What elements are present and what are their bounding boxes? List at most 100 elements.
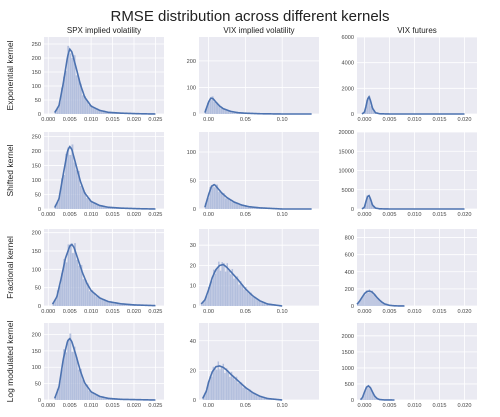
histogram-bar (370, 202, 373, 209)
histogram-bar (79, 185, 82, 209)
histogram-bar (104, 299, 106, 306)
histogram-bar (54, 299, 57, 306)
y-tick-label: 2000 (342, 86, 354, 92)
histogram-bar (370, 106, 373, 114)
histogram-bar (218, 261, 220, 306)
y-tick-label: 100 (32, 84, 41, 90)
histogram-bar (216, 268, 218, 306)
histogram-bar (362, 295, 364, 306)
y-tick-label: 0 (38, 304, 41, 310)
histogram-bar (98, 110, 101, 114)
row-labels: Exponential kernel Shifted kernel Fraction… (5, 40, 15, 402)
histogram-bar (371, 390, 372, 400)
histogram-bar (366, 385, 368, 400)
histogram-bar (77, 170, 80, 209)
histogram-bar (67, 147, 70, 209)
histogram-bar (372, 109, 375, 114)
histogram-bar (241, 284, 244, 306)
y-tick-label: 100 (187, 150, 196, 156)
histogram-bar (212, 366, 215, 400)
histogram-bar (86, 198, 89, 209)
y-tick-label: 4000 (342, 61, 354, 67)
x-tick-label: 0.05 (240, 309, 251, 315)
x-tick-label: 0.10 (277, 403, 288, 409)
histogram-bar (231, 111, 234, 114)
x-tick-label: 0.10 (277, 212, 288, 218)
y-tick-label: 150 (32, 163, 41, 169)
histogram-bar (227, 197, 230, 209)
histogram-bar (245, 287, 247, 306)
histogram-bar (210, 376, 213, 400)
histogram-bar (251, 297, 254, 306)
y-tick-label: 150 (32, 349, 41, 355)
histogram-bar (88, 390, 91, 400)
histogram-bar (244, 385, 246, 400)
histogram-bar (262, 396, 264, 400)
histogram-bar (379, 299, 381, 306)
histogram-bar (235, 376, 238, 400)
column-titles: SPX implied volatility VIX implied volati… (67, 26, 437, 35)
histogram-bar (67, 244, 70, 306)
y-tick-label: 2000 (342, 334, 354, 340)
histogram-bar (63, 349, 66, 400)
x-tick-label: 0.000 (358, 309, 372, 315)
histogram-bar (242, 387, 244, 400)
histogram-bar (105, 112, 107, 114)
histogram-bar (73, 162, 76, 209)
y-tick-label: 10000 (338, 169, 354, 175)
column-title-spx-implied-volatility: SPX implied volatility (67, 26, 141, 35)
histogram-bar (61, 369, 63, 400)
x-tick-label: 0.000 (41, 309, 55, 315)
y-tick-label: 5000 (342, 188, 354, 194)
histogram-bar (250, 392, 253, 400)
x-tick-label: 0.000 (358, 117, 372, 123)
histogram-bar (209, 100, 212, 114)
histogram-bar (247, 390, 249, 400)
plot-background (357, 229, 477, 306)
y-tick-label: 0 (193, 398, 196, 404)
x-tick-label: 0.000 (358, 403, 372, 409)
kde-curve (204, 183, 312, 210)
histogram-bar (376, 296, 378, 306)
histogram-bar (259, 395, 261, 400)
histogram-bar (260, 301, 262, 306)
histogram-bar (76, 259, 79, 306)
histogram-bar (211, 280, 213, 306)
histogram-bar (96, 204, 99, 209)
histogram-bar (226, 263, 229, 306)
y-tick-label: 50 (190, 178, 196, 184)
histogram-bar (357, 303, 358, 306)
x-tick-label: 0.005 (383, 403, 397, 409)
histogram-bars (202, 361, 282, 400)
histogram-bar (252, 393, 254, 400)
y-tick-label: 200 (32, 56, 41, 62)
histogram-bar (373, 395, 375, 400)
histogram-bar (220, 193, 223, 209)
histogram-bar (93, 293, 96, 306)
histogram-bar (209, 376, 211, 400)
histogram-bar (368, 288, 370, 306)
histogram-bar (98, 396, 101, 400)
histogram-bar (102, 111, 105, 114)
x-tick-label: 0.020 (458, 403, 472, 409)
histogram-bar (214, 273, 217, 306)
histogram-bar (222, 363, 225, 400)
histogram-bar (372, 206, 375, 209)
y-tick-label: 200 (32, 332, 41, 338)
histogram-bar (225, 368, 228, 400)
plot-background (199, 37, 319, 114)
histogram-bar (233, 201, 236, 209)
histogram-bar (369, 386, 370, 400)
histogram-bar (206, 295, 208, 306)
histogram-bar (375, 397, 376, 400)
histogram-bar (56, 290, 59, 306)
histogram-bar (100, 397, 103, 400)
y-tick-label: 100 (32, 267, 41, 273)
histogram-bars (52, 243, 156, 306)
histogram-bar (364, 389, 366, 400)
histogram-bar (112, 302, 115, 306)
histogram-bar (84, 279, 87, 306)
histogram-bar (61, 87, 63, 114)
x-tick-label: 0.020 (127, 403, 141, 409)
